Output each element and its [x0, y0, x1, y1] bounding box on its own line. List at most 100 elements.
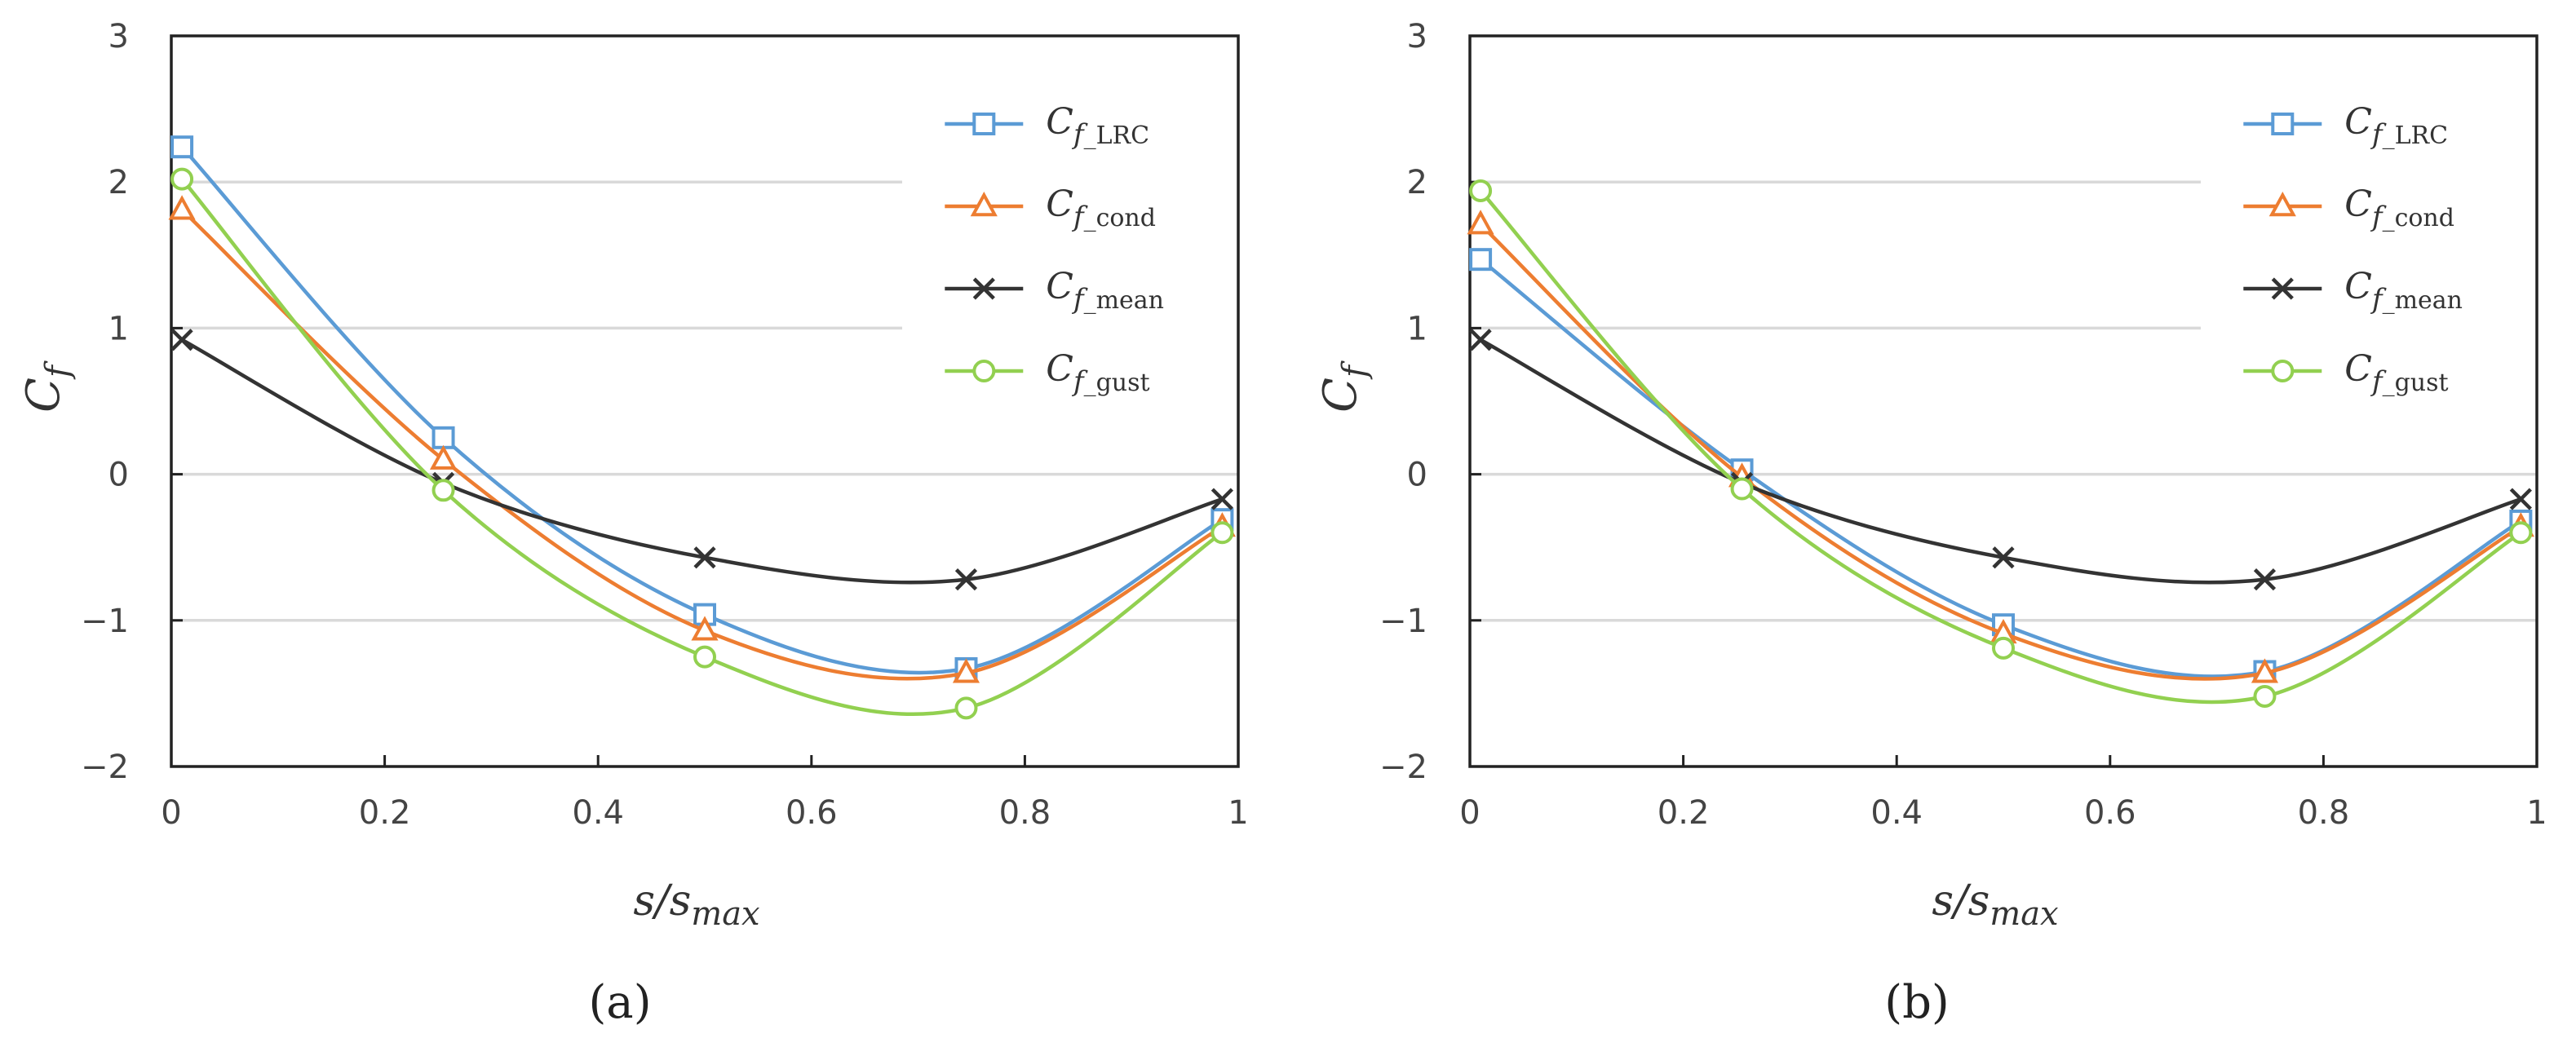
series-line — [1479, 189, 2522, 705]
legend-label-tag: _mean — [2383, 286, 2463, 315]
x-axis-label: s/smax — [633, 877, 759, 933]
data-point — [2509, 521, 2533, 545]
series-line — [1479, 223, 2522, 681]
x-tick-label: 0.4 — [572, 794, 624, 832]
data-point — [2253, 684, 2277, 708]
legend-label-tag: _cond — [1084, 204, 1156, 232]
legend-label-tag: _gust — [1084, 369, 1150, 397]
data-point — [1992, 636, 2015, 660]
legend-label: Cf_mean — [1046, 266, 1164, 316]
y-axis-label-base: C — [1314, 378, 1367, 413]
legend-label: Cf_gust — [1046, 348, 1149, 398]
data-point — [1467, 210, 1494, 235]
legend-label-base: C — [2344, 101, 2372, 143]
y-axis: −2 −1 0 1 2 3 — [81, 18, 183, 786]
plot-frame — [1468, 34, 2538, 768]
x-tick-label: 0.8 — [999, 794, 1051, 832]
legend-label-tag: _gust — [2383, 369, 2449, 397]
marker-stroke — [1992, 546, 2015, 569]
x-tick-label: 0.2 — [1658, 794, 1710, 832]
gridlines — [1470, 180, 2537, 622]
data-point — [1211, 521, 1234, 545]
marker-stroke — [2509, 488, 2532, 510]
x-axis: 0 0.2 0.4 0.6 0.8 1 — [1459, 755, 2547, 832]
x-tick-label: 0.4 — [1870, 794, 1923, 832]
y-axis-label-base: C — [17, 378, 70, 413]
legend-label-base: C — [1046, 183, 1073, 225]
data-point — [432, 426, 455, 449]
legend-label: Cf_LRC — [2344, 101, 2448, 151]
x-axis-label: s/smax — [1932, 877, 2058, 933]
marker-stroke — [1469, 329, 1492, 351]
legend-label-tag: _LRC — [2383, 121, 2448, 150]
legend-label-tag: _LRC — [1084, 121, 1149, 150]
legend-label-base: C — [1046, 101, 1073, 143]
legend: Cf_LRC Cf_cond Cf_mean Cf_gust — [945, 101, 1164, 398]
legend-label-tag: _mean — [1084, 286, 1164, 315]
x-axis-label-sub: max — [691, 895, 759, 933]
x-axis-label-base: s/s — [633, 877, 691, 926]
legend-label-base: C — [1046, 266, 1073, 307]
legend-label: Cf_cond — [1046, 183, 1156, 233]
legend-marker — [972, 277, 995, 300]
legend-marker — [2268, 192, 2296, 217]
y-tick-label: 3 — [108, 18, 129, 55]
data-point — [1211, 488, 1233, 510]
y-axis-label-sub: f — [39, 360, 77, 380]
series-mean — [1469, 329, 2532, 591]
y-tick-label: −2 — [81, 749, 129, 786]
y-axis: −2 −1 0 1 2 3 — [1379, 18, 1481, 786]
data-point — [693, 546, 716, 569]
y-tick-label: −1 — [1379, 603, 1427, 640]
legend-label: Cf_mean — [2344, 266, 2463, 316]
data-point — [429, 444, 458, 470]
legend: Cf_LRC Cf_cond Cf_mean Cf_gust — [2243, 101, 2463, 398]
legend-item-lrc: Cf_LRC — [2243, 101, 2448, 151]
legend-label-base: C — [1046, 348, 1073, 390]
legend-marker — [970, 192, 998, 217]
legend-marker — [2271, 113, 2295, 135]
y-tick-label: 2 — [108, 164, 129, 201]
legend-label-tag: _cond — [2383, 204, 2454, 232]
data-point — [168, 195, 196, 220]
legend-marker — [2271, 277, 2294, 300]
data-point — [2251, 658, 2279, 683]
marker-stroke — [2271, 277, 2294, 300]
chart-panel-a: 0 0.2 0.4 0.6 0.8 1−2−10123s/smaxCfCf_LRCCf_c… — [17, 18, 1249, 1029]
data-point — [170, 135, 194, 159]
y-tick-label: −2 — [1379, 749, 1427, 786]
x-tick-label: 1 — [1228, 794, 1248, 832]
y-axis-label-sub: f — [1336, 360, 1374, 380]
marker-stroke — [170, 329, 193, 351]
data-point — [2253, 568, 2277, 591]
data-point — [954, 568, 978, 591]
legend-item-cond: Cf_cond — [2243, 183, 2454, 233]
data-point — [691, 616, 719, 641]
x-tick-label: 0.6 — [2084, 794, 2136, 832]
y-tick-label: 1 — [108, 310, 129, 347]
x-tick-label: 0.8 — [2298, 794, 2350, 832]
data-point — [170, 167, 194, 191]
x-tick-label: 0 — [1459, 794, 1480, 832]
data-point — [170, 329, 193, 351]
data-point — [693, 645, 716, 669]
y-tick-label: 0 — [108, 457, 129, 494]
legend-item-mean: Cf_mean — [945, 266, 1164, 316]
legend-label-base: C — [2344, 183, 2372, 225]
series-line — [180, 145, 1224, 675]
y-tick-label: 0 — [1407, 457, 1427, 494]
x-tick-label: 0.2 — [359, 794, 411, 832]
marker-stroke — [1211, 488, 1233, 510]
y-tick-label: 2 — [1407, 164, 1427, 201]
y-tick-label: 1 — [1407, 310, 1427, 347]
series-gust — [1469, 179, 2533, 708]
y-tick-label: −1 — [81, 603, 129, 640]
marker-stroke — [693, 546, 716, 569]
data-point — [1730, 477, 1754, 501]
legend-label-base: C — [2344, 266, 2372, 307]
legend-marker — [972, 113, 996, 135]
series-line — [180, 208, 1224, 681]
data-point — [1992, 546, 2015, 569]
x-tick-label: 0.6 — [786, 794, 838, 832]
